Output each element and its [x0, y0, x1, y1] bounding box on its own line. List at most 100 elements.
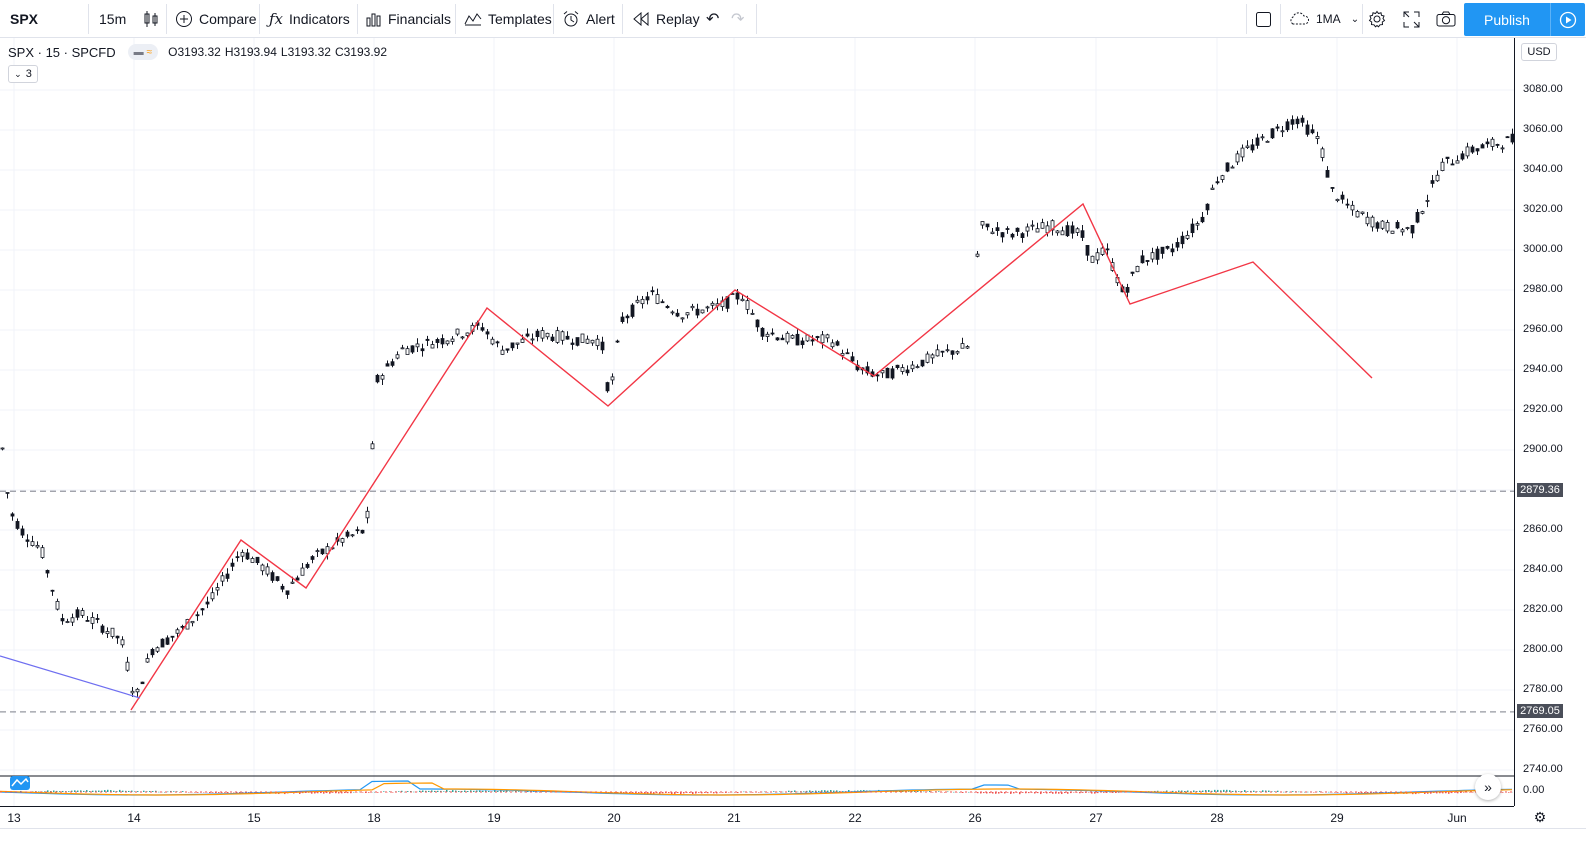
- macd-histogram-bar: [467, 791, 469, 792]
- macd-histogram-bar: [209, 792, 211, 794]
- compare-label: Compare: [199, 11, 257, 27]
- trendline-drawing[interactable]: [0, 655, 141, 699]
- candle-body: [820, 334, 825, 344]
- macd-histogram-bar: [1361, 792, 1363, 794]
- legend-title[interactable]: SPX · 15 · SPCFD: [8, 44, 116, 60]
- candle-body: [1350, 204, 1355, 211]
- indicators-collapse-toggle[interactable]: ⌄ 3: [8, 65, 38, 83]
- macd-histogram-bar: [1457, 792, 1459, 794]
- time-axis[interactable]: 13 14 15 18 19 20 21 22 26 27 28 29 Jun: [0, 806, 1514, 829]
- candle-body: [125, 661, 130, 671]
- macd-histogram-bar: [311, 792, 313, 794]
- fullscreen-icon: [1403, 11, 1420, 27]
- macd-histogram-bar: [1265, 790, 1267, 792]
- macd-histogram-bar: [389, 791, 391, 792]
- macd-histogram-bar: [1454, 792, 1456, 793]
- macd-histogram-bar: [1025, 792, 1027, 794]
- candle-body: [620, 316, 625, 322]
- macd-histogram-bar: [113, 790, 115, 792]
- candle-body: [480, 327, 485, 331]
- square-icon: [1256, 11, 1271, 27]
- time-axis-settings-button[interactable]: ⚙: [1530, 808, 1550, 826]
- price-tick-label: 2840.00: [1523, 563, 1563, 575]
- macd-histogram-bar: [992, 792, 994, 794]
- time-tick-label: 13: [7, 811, 21, 825]
- chart-settings-button[interactable]: [1368, 0, 1386, 38]
- candle-body: [1480, 144, 1485, 149]
- templates-button[interactable]: Templates: [464, 0, 552, 38]
- replay-button[interactable]: Replay: [632, 0, 700, 38]
- candle-body: [420, 348, 425, 352]
- price-tick-label: 2740.00: [1523, 763, 1563, 775]
- toolbar-divider: [166, 4, 167, 34]
- macd-histogram-bar: [689, 792, 691, 793]
- macd-histogram-bar: [665, 792, 667, 794]
- candle-body: [135, 688, 140, 693]
- candle-body: [490, 338, 495, 345]
- undo-button[interactable]: ↶: [706, 0, 719, 38]
- macd-histogram-bar: [839, 791, 841, 792]
- macd-histogram-bar: [476, 790, 478, 792]
- macd-histogram-bar: [1037, 792, 1039, 794]
- candle-body: [1175, 242, 1180, 248]
- candle-body: [1260, 136, 1265, 139]
- macd-histogram-bar: [239, 792, 241, 793]
- candle-body: [520, 338, 525, 343]
- candle-body: [360, 529, 365, 534]
- publish-button[interactable]: Publish: [1464, 3, 1550, 36]
- macd-histogram-bar: [908, 791, 910, 792]
- indicators-button[interactable]: ƒx Indicators: [269, 0, 350, 38]
- alert-button[interactable]: Alert: [562, 0, 615, 38]
- macd-histogram-bar: [791, 790, 793, 792]
- macd-histogram-bar: [446, 789, 448, 792]
- macd-histogram-bar: [995, 792, 997, 794]
- templates-label: Templates: [488, 11, 552, 27]
- scroll-to-realtime-button[interactable]: »: [1475, 774, 1501, 800]
- candle-body: [270, 572, 275, 581]
- macd-histogram-bar: [1346, 792, 1348, 794]
- macd-histogram-bar: [350, 792, 352, 794]
- toolbar-divider: [88, 4, 89, 34]
- macd-histogram-bar: [1253, 790, 1255, 792]
- financials-button[interactable]: Financials: [366, 0, 451, 38]
- symbol-search-button[interactable]: SPX: [10, 11, 39, 27]
- macd-histogram-bar: [1508, 792, 1510, 793]
- candle-body: [1440, 161, 1445, 171]
- macd-histogram-bar: [128, 790, 130, 792]
- macd-histogram-bar: [911, 790, 913, 792]
- chart-style-button[interactable]: [143, 0, 159, 38]
- price-chart[interactable]: [0, 38, 1514, 828]
- time-tick-label: 20: [607, 811, 621, 825]
- candle-body: [15, 521, 20, 529]
- compare-button[interactable]: Compare: [175, 0, 257, 38]
- macd-histogram-bar: [998, 792, 1000, 794]
- candle-body: [355, 529, 360, 532]
- currency-button[interactable]: USD: [1521, 43, 1557, 61]
- macd-histogram-bar: [677, 792, 679, 794]
- snapshot-button[interactable]: [1436, 0, 1456, 38]
- candle-body: [1135, 265, 1140, 273]
- double-chevron-right-icon: »: [1484, 779, 1492, 795]
- macd-histogram-bar: [914, 790, 916, 792]
- macd-histogram-bar: [674, 792, 676, 794]
- macd-histogram-bar: [797, 791, 799, 793]
- candle-body: [1215, 181, 1220, 184]
- macd-histogram-bar: [158, 791, 160, 793]
- redo-button[interactable]: ↷: [731, 0, 744, 38]
- fullscreen-button[interactable]: [1403, 0, 1420, 38]
- macd-histogram-bar: [827, 790, 829, 792]
- layout-toggle-button[interactable]: [1255, 0, 1272, 38]
- interval-button[interactable]: 15m: [99, 11, 127, 27]
- candle-body: [1070, 225, 1075, 234]
- macd-histogram-bar: [989, 792, 991, 794]
- macd-histogram-bar: [68, 791, 70, 792]
- macd-histogram-bar: [1082, 792, 1084, 793]
- price-axis[interactable]: USD 3080.00 3060.00 3040.00 3020.00 3000.00 2…: [1514, 38, 1586, 806]
- legend-open: O3193.32: [168, 45, 221, 59]
- publish-dropdown-button[interactable]: [1550, 3, 1585, 36]
- macd-histogram-bar: [1430, 792, 1432, 794]
- candlestick-series: [0, 115, 1514, 698]
- candle-body: [1370, 216, 1375, 228]
- level-label-upper: 2879.36: [1517, 483, 1563, 497]
- layout-name-dropdown[interactable]: 1MA ⌄: [1288, 0, 1359, 38]
